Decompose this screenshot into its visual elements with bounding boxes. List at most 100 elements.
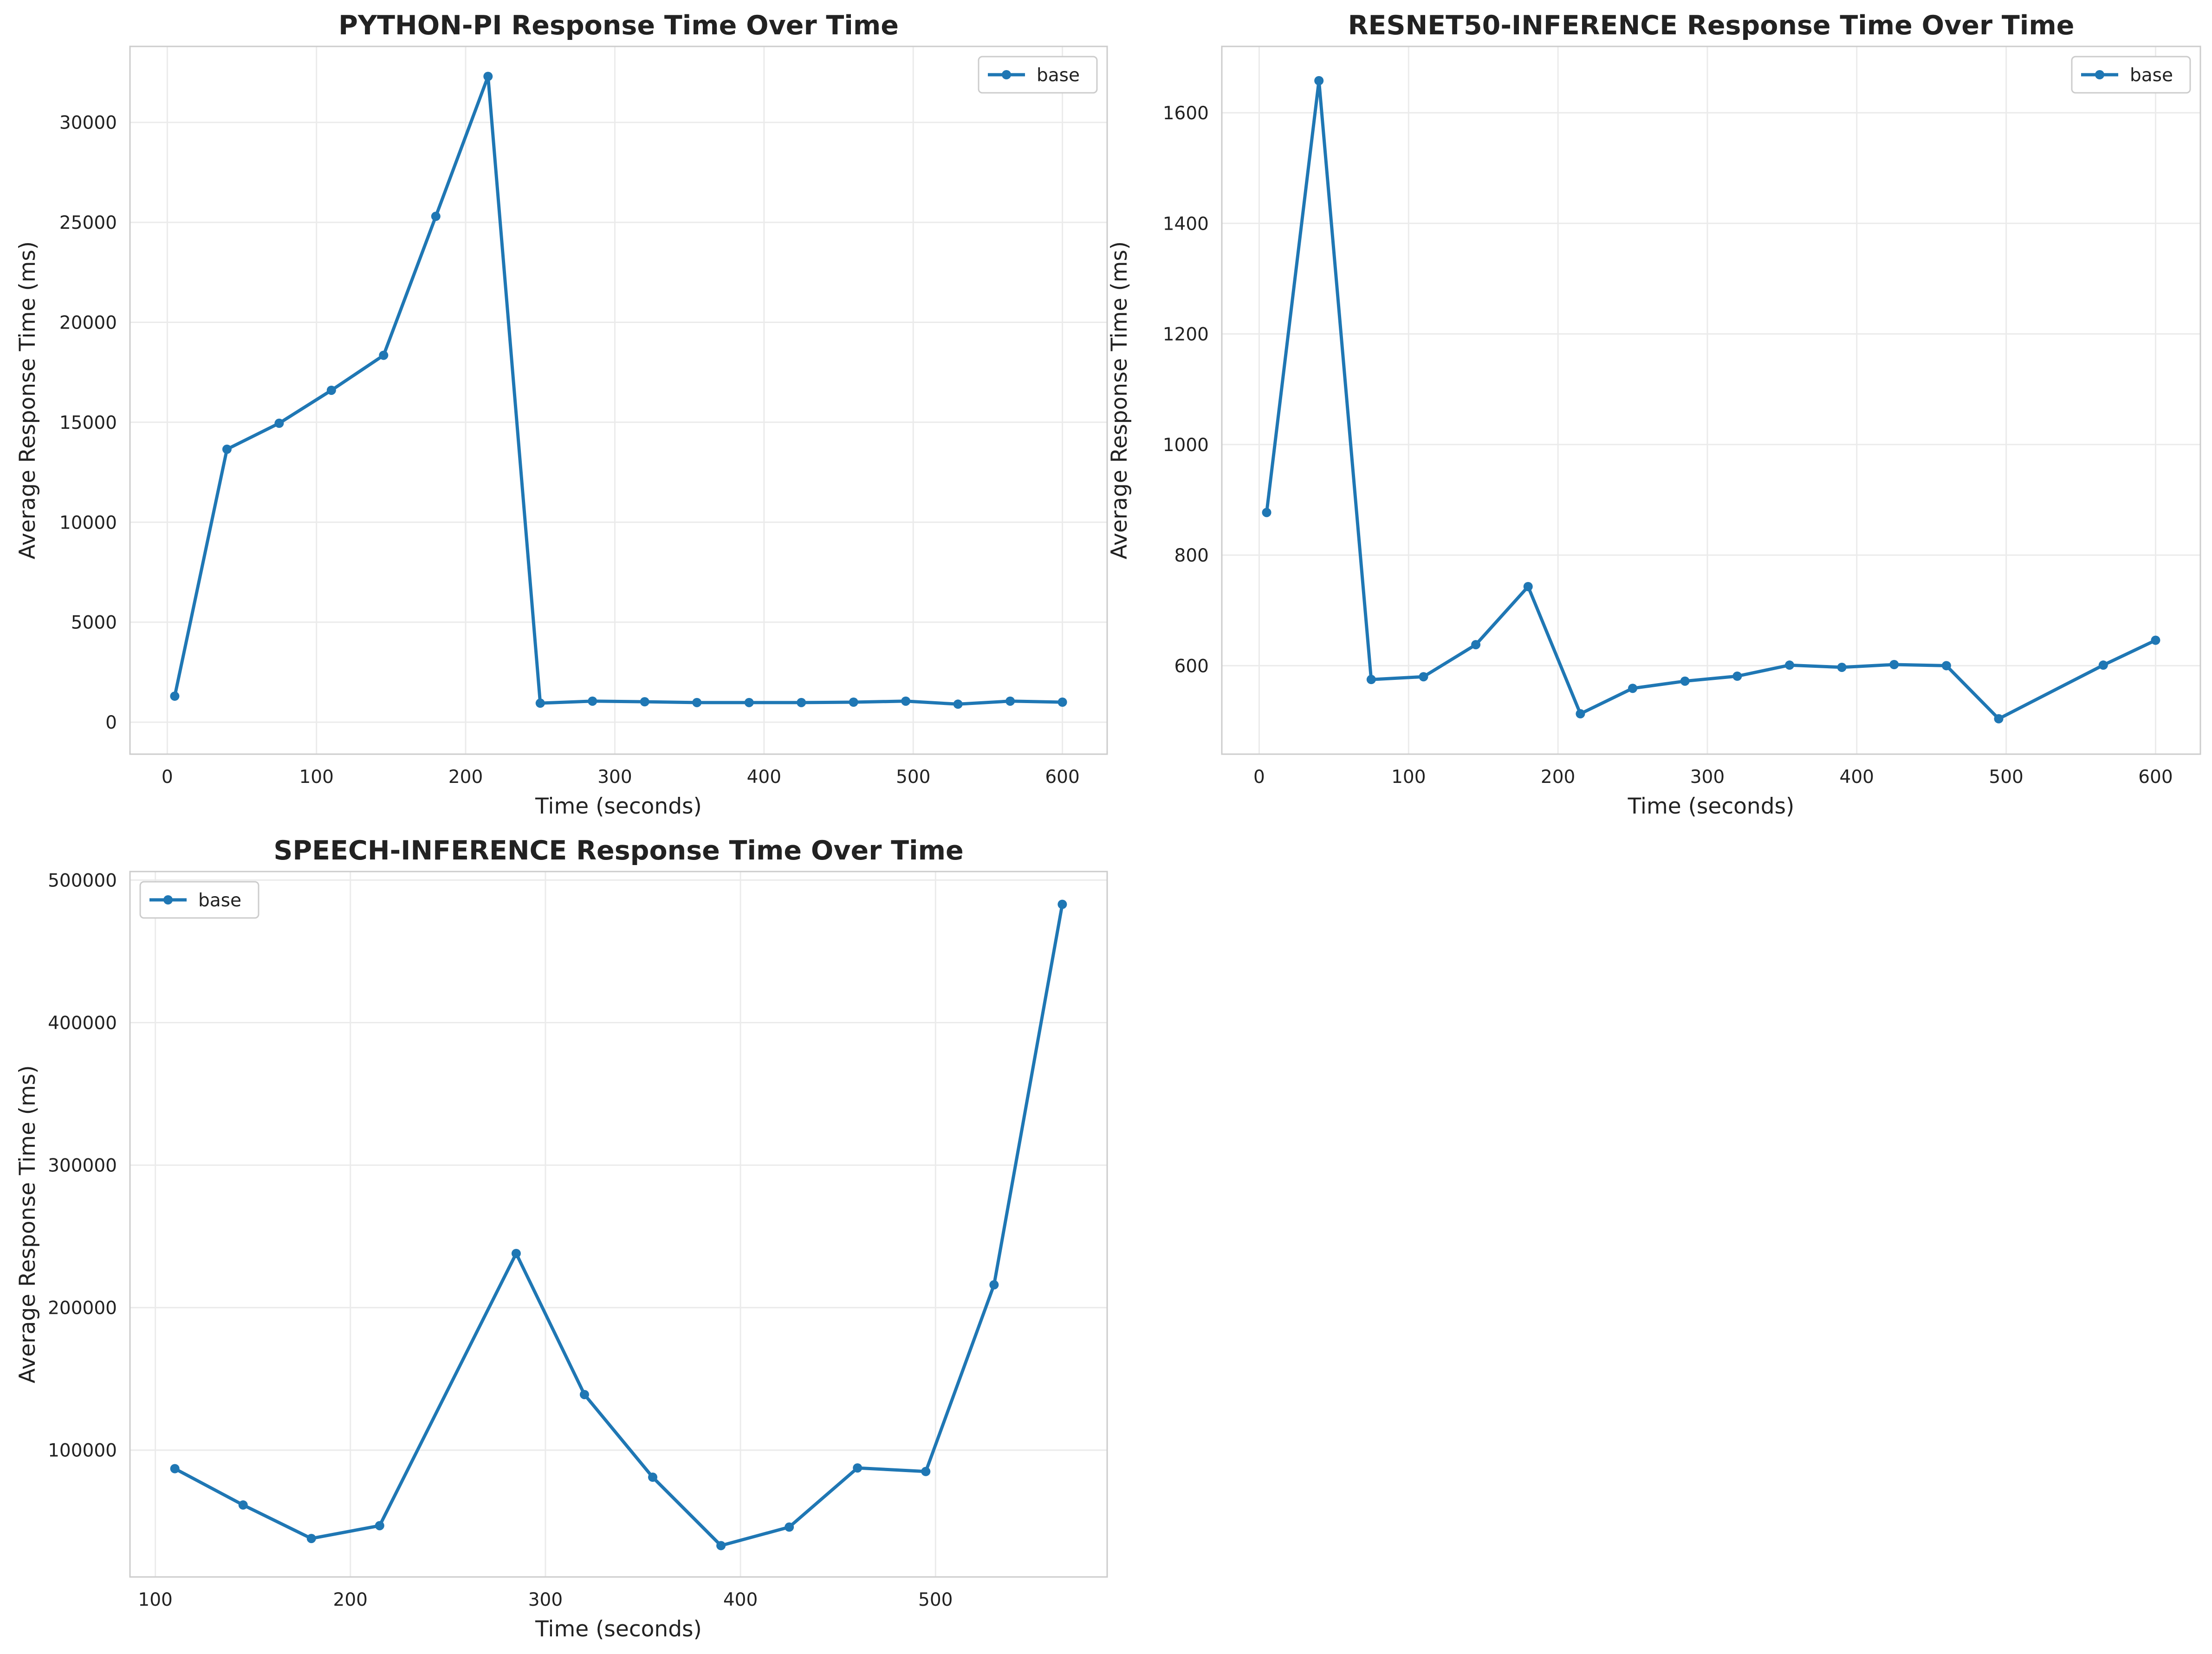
data-point (511, 1248, 521, 1258)
data-point (375, 1521, 384, 1531)
data-point (1005, 696, 1015, 706)
data-point (1262, 508, 1271, 517)
plot-frame (129, 871, 1108, 1578)
y-tick-label: 1200 (1163, 324, 1209, 345)
data-point (1366, 675, 1376, 685)
data-point (535, 698, 545, 708)
data-point (1837, 662, 1847, 672)
y-tick-label: 5000 (71, 613, 117, 633)
series-line-base (173, 75, 1064, 706)
y-axis-label: Average Response Time (ms) (15, 241, 40, 560)
data-point (1419, 672, 1428, 682)
data-point (306, 1534, 316, 1544)
data-point (1994, 714, 2004, 724)
x-tick-label: 400 (1840, 767, 1874, 788)
chart-3: 100 200 300 400 500 100000 200000 300000 400000 5… (15, 835, 1108, 1642)
x-tick-label: 100 (138, 1589, 172, 1610)
x-tick-label: 500 (918, 1589, 953, 1610)
y-tick-label: 1400 (1163, 213, 1209, 234)
legend: base (139, 881, 259, 919)
plot-area (130, 46, 1107, 754)
y-axis-label: Average Response Time (ms) (1107, 241, 1132, 560)
y-tick-label: 15000 (59, 413, 117, 433)
legend-marker (163, 895, 173, 905)
x-tick-label: 600 (2138, 767, 2173, 788)
y-tick-label: 20000 (59, 312, 117, 333)
data-point (579, 1389, 589, 1399)
chart-title: RESNET50-INFERENCE Response Time Over Ti… (1348, 10, 2075, 41)
data-point (785, 1522, 794, 1532)
x-tick-label: 300 (528, 1589, 563, 1610)
data-point (1941, 661, 1951, 671)
y-tick-label: 25000 (59, 213, 117, 233)
data-point (1057, 899, 1067, 909)
y-tick-label: 600 (1174, 656, 1209, 677)
legend: base (2071, 56, 2191, 94)
data-point (431, 212, 441, 221)
legend-box (2071, 56, 2191, 94)
data-point (1784, 660, 1794, 670)
y-tick-label: 30000 (59, 113, 117, 134)
data-point (1057, 697, 1067, 707)
data-point (1889, 659, 1899, 669)
data-point (716, 1541, 726, 1551)
data-point (921, 1467, 931, 1476)
data-point (1471, 640, 1481, 650)
x-tick-label: 400 (723, 1589, 758, 1610)
x-tick-label: 500 (1989, 767, 2023, 788)
x-axis-label: Time (seconds) (535, 794, 702, 819)
y-tick-label: 500000 (48, 870, 117, 891)
data-point (1680, 676, 1690, 686)
x-axis-label: Time (seconds) (1628, 794, 1795, 819)
data-point (2098, 660, 2108, 670)
legend-marker (1002, 70, 1011, 79)
y-tick-label: 1600 (1163, 103, 1209, 124)
y-tick-label: 400000 (48, 1013, 117, 1034)
y-tick-label: 0 (105, 712, 117, 733)
x-tick-label: 200 (333, 1589, 368, 1610)
x-tick-label: 100 (1391, 767, 1426, 788)
data-point (170, 691, 180, 701)
y-tick-label: 10000 (59, 512, 117, 533)
data-point (238, 1500, 248, 1510)
data-point (326, 385, 336, 395)
chart-2: 0 100 200 300 400 500 600 600 800 1000 1200 1400 160… (1107, 10, 2201, 819)
y-axis-label: Average Response Time (ms) (15, 1065, 40, 1383)
data-point (989, 1280, 999, 1290)
x-tick-label: 600 (1045, 767, 1079, 788)
y-tick-label: 800 (1174, 545, 1209, 566)
legend-marker (2095, 70, 2104, 79)
data-point (1314, 76, 1324, 85)
legend-box (978, 56, 1098, 94)
legend-box (139, 881, 259, 919)
x-tick-label: 300 (597, 767, 632, 788)
x-tick-label: 200 (448, 767, 483, 788)
plot-area (1222, 46, 2200, 754)
x-tick-label: 400 (747, 767, 781, 788)
chart-title: SPEECH-INFERENCE Response Time Over Time (273, 835, 963, 866)
data-point (1732, 672, 1742, 681)
x-axis-label: Time (seconds) (535, 1616, 702, 1642)
y-tick-label: 1000 (1163, 435, 1209, 456)
x-tick-label: 0 (162, 767, 173, 788)
plot-frame (1221, 45, 2201, 755)
y-tick-label: 100000 (48, 1441, 117, 1461)
data-point (744, 698, 754, 707)
data-point (1576, 709, 1585, 719)
data-point (648, 1473, 658, 1482)
chart-title: PYTHON-PI Response Time Over Time (338, 10, 899, 41)
data-point (640, 697, 649, 707)
data-point (274, 419, 284, 428)
data-point (588, 696, 597, 706)
data-point (2151, 635, 2160, 645)
x-tick-label: 500 (896, 767, 930, 788)
data-point (901, 696, 911, 706)
data-point (1628, 684, 1638, 693)
data-point (953, 699, 963, 709)
y-tick-label: 300000 (48, 1156, 117, 1176)
data-point (849, 697, 858, 707)
data-point (170, 1464, 180, 1473)
data-point (1523, 582, 1533, 592)
x-tick-label: 300 (1690, 767, 1725, 788)
